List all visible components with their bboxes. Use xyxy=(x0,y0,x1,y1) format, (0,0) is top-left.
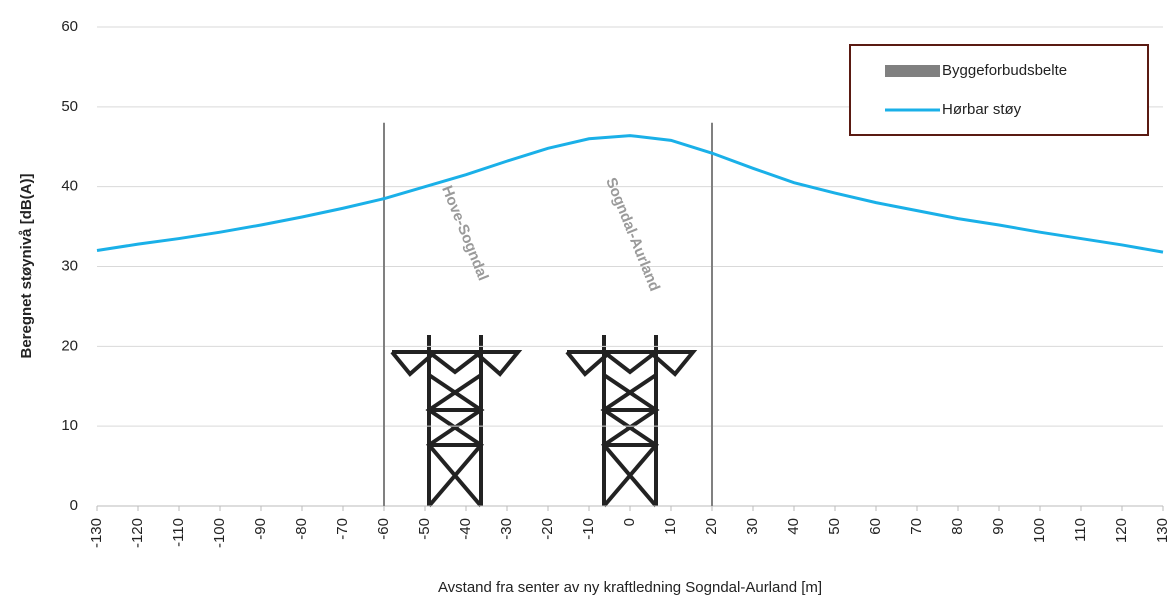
y-tick-label: 20 xyxy=(61,337,78,354)
x-tick-label: -40 xyxy=(457,518,474,540)
x-tick-label: 70 xyxy=(908,518,925,535)
legend-box xyxy=(849,44,1149,136)
x-tick-label: 10 xyxy=(662,518,679,535)
x-tick-label: 20 xyxy=(703,518,720,535)
x-tick-label: 130 xyxy=(1154,518,1171,543)
x-tick-label: 90 xyxy=(990,518,1007,535)
x-tick-label: 120 xyxy=(1113,518,1130,543)
x-tick-label: -80 xyxy=(293,518,310,540)
x-tick-label: -20 xyxy=(539,518,556,540)
annotation: Sogndal-Aurland xyxy=(602,175,663,293)
x-tick-label: 50 xyxy=(826,518,843,535)
x-tick-label: 40 xyxy=(785,518,802,535)
x-tick-label: -100 xyxy=(211,518,228,548)
line-series xyxy=(96,134,1164,254)
y-tick-label: 60 xyxy=(61,18,78,35)
x-tick-label: 30 xyxy=(744,518,761,535)
x-tick-label: -90 xyxy=(252,518,269,540)
towers xyxy=(390,335,698,508)
legend-swatch xyxy=(885,65,940,77)
x-tick-label: -50 xyxy=(416,518,433,540)
legend-label: Hørbar støy xyxy=(942,101,1022,118)
annotation: Hove-Sogndal xyxy=(438,183,492,283)
x-tick-label: 110 xyxy=(1072,518,1089,542)
x-tick-label: 60 xyxy=(867,518,884,535)
y-tick-label: 10 xyxy=(61,417,78,434)
x-tick-label: 0 xyxy=(621,518,638,526)
x-tick-label: -70 xyxy=(334,518,351,540)
tower xyxy=(565,335,698,508)
tower xyxy=(390,335,523,508)
x-tick-label: -120 xyxy=(129,518,146,548)
y-axis-title: Beregnet støynivå [dB(A)] xyxy=(18,173,35,358)
x-tick-label: 80 xyxy=(949,518,966,535)
y-tick-label: 40 xyxy=(61,178,78,195)
x-tick-label: -30 xyxy=(498,518,515,540)
y-tick-label: 30 xyxy=(61,257,78,274)
x-tick-label: -110 xyxy=(170,518,187,547)
y-tick-label: 50 xyxy=(61,98,78,115)
x-tick-label: -130 xyxy=(88,518,105,548)
x-tick-label: -60 xyxy=(375,518,392,540)
x-tick-label: -10 xyxy=(580,518,597,540)
legend-label: Byggeforbudsbelte xyxy=(942,62,1067,79)
x-tick-label: 100 xyxy=(1031,518,1048,543)
x-axis-title: Avstand fra senter av ny kraftledning So… xyxy=(438,579,822,596)
y-tick-label: 0 xyxy=(70,497,78,514)
